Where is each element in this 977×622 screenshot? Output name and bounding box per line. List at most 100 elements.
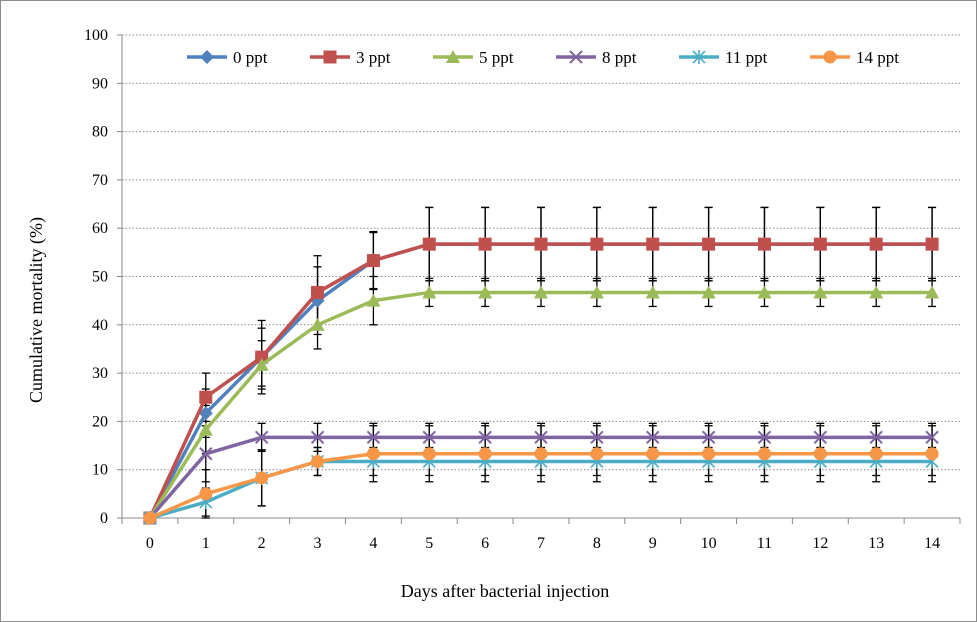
data-point-14-ppt bbox=[925, 447, 939, 461]
data-point-5-ppt bbox=[422, 285, 437, 299]
data-point-8-ppt bbox=[422, 430, 436, 445]
y-tick-label-50: 50 bbox=[92, 269, 108, 286]
data-point-8-ppt bbox=[813, 430, 828, 445]
legend-marker bbox=[200, 50, 214, 64]
data-point-14-ppt bbox=[311, 454, 325, 468]
y-axis-title: Cumulative mortality (%) bbox=[26, 217, 47, 403]
y-tick-label-70: 70 bbox=[92, 172, 108, 189]
error-bars-5-ppt bbox=[201, 275, 937, 455]
data-point-5-ppt bbox=[701, 285, 716, 299]
legend-label-0-ppt: 0 ppt bbox=[233, 48, 268, 67]
x-tick-label-14: 14 bbox=[924, 535, 940, 552]
series-14-ppt bbox=[143, 447, 939, 525]
data-point-5-ppt bbox=[757, 285, 772, 299]
error-bars-11-ppt bbox=[201, 446, 937, 517]
y-tick-labels: 0 10 20 30 40 50 60 70 80 90 100 bbox=[84, 27, 108, 527]
legend-entry-11-ppt: 11 ppt bbox=[679, 48, 768, 67]
y-tick-label-20: 20 bbox=[92, 413, 108, 430]
legend-label-14-ppt: 14 ppt bbox=[856, 48, 899, 67]
data-point-5-ppt bbox=[645, 285, 660, 299]
data-point-8-ppt bbox=[646, 430, 660, 445]
data-point-3-ppt bbox=[813, 237, 827, 251]
x-axis-title: Days after bacterial injection bbox=[401, 581, 609, 601]
series-11-ppt bbox=[143, 454, 939, 525]
data-point-5-ppt bbox=[869, 285, 884, 299]
y-tick-label-40: 40 bbox=[92, 317, 108, 334]
x-tick-label-7: 7 bbox=[537, 535, 545, 552]
y-tick-label-90: 90 bbox=[92, 75, 108, 92]
legend-entry-5-ppt: 5 ppt bbox=[433, 48, 514, 67]
data-point-8-ppt bbox=[590, 430, 604, 445]
legend-label-5-ppt: 5 ppt bbox=[479, 48, 514, 67]
data-point-8-ppt bbox=[199, 447, 213, 461]
y-tick-label-100: 100 bbox=[84, 27, 108, 44]
data-point-5-ppt bbox=[310, 317, 325, 331]
data-point-14-ppt bbox=[646, 447, 660, 461]
legend-label-11-ppt: 11 ppt bbox=[725, 48, 768, 67]
legend-marker bbox=[692, 50, 706, 64]
data-point-14-ppt bbox=[534, 447, 548, 461]
legend-marker bbox=[323, 50, 337, 64]
data-point-14-ppt bbox=[143, 511, 157, 525]
legend-marker bbox=[823, 50, 837, 64]
data-point-5-ppt bbox=[366, 293, 381, 307]
data-point-3-ppt bbox=[702, 237, 716, 251]
x-tick-label-1: 1 bbox=[202, 535, 210, 552]
data-point-14-ppt bbox=[366, 447, 380, 461]
data-point-8-ppt bbox=[925, 430, 939, 445]
data-point-14-ppt bbox=[813, 447, 827, 461]
x-tick-label-2: 2 bbox=[258, 535, 266, 552]
y-tick-label-80: 80 bbox=[92, 124, 108, 141]
y-tick-label-0: 0 bbox=[100, 510, 108, 527]
data-point-5-ppt bbox=[198, 422, 213, 436]
legend-label-8-ppt: 8 ppt bbox=[602, 48, 637, 67]
data-point-3-ppt bbox=[422, 237, 436, 251]
data-point-3-ppt bbox=[590, 237, 604, 251]
data-point-5-ppt bbox=[925, 285, 940, 299]
data-point-3-ppt bbox=[869, 237, 883, 251]
axes bbox=[117, 34, 961, 524]
series-lines bbox=[142, 206, 940, 525]
y-tick-label-10: 10 bbox=[92, 462, 108, 479]
x-tick-label-3: 3 bbox=[314, 535, 322, 552]
data-point-3-ppt bbox=[366, 254, 380, 268]
legend-entry-0-ppt: 0 ppt bbox=[187, 48, 268, 67]
data-point-8-ppt bbox=[534, 430, 548, 445]
x-tick-label-11: 11 bbox=[757, 535, 772, 552]
data-point-14-ppt bbox=[478, 447, 492, 461]
data-point-14-ppt bbox=[255, 471, 269, 485]
data-point-3-ppt bbox=[311, 285, 325, 299]
data-point-14-ppt bbox=[199, 487, 213, 501]
data-point-0-ppt bbox=[198, 406, 213, 421]
data-point-8-ppt bbox=[310, 430, 325, 445]
data-point-3-ppt bbox=[534, 237, 548, 251]
x-tick-label-0: 0 bbox=[146, 535, 154, 552]
x-tick-label-5: 5 bbox=[425, 535, 433, 552]
data-point-3-ppt bbox=[925, 237, 939, 251]
data-point-3-ppt bbox=[757, 237, 771, 251]
legend-entry-3-ppt: 3 ppt bbox=[310, 48, 391, 67]
data-point-5-ppt bbox=[254, 357, 269, 371]
data-point-3-ppt bbox=[646, 237, 660, 251]
legend-marker bbox=[569, 50, 583, 64]
data-point-3-ppt bbox=[478, 237, 492, 251]
data-point-14-ppt bbox=[757, 447, 771, 461]
error-bars-14-ppt bbox=[201, 425, 937, 519]
data-point-8-ppt bbox=[701, 430, 716, 445]
legend-entry-14-ppt: 14 ppt bbox=[810, 48, 899, 67]
data-point-5-ppt bbox=[813, 285, 828, 299]
x-tick-labels: 0 1 2 3 4 5 6 7 8 9 10 11 12 13 14 bbox=[146, 535, 940, 552]
data-point-14-ppt bbox=[590, 447, 604, 461]
data-point-3-ppt bbox=[199, 390, 213, 404]
legend: 0 ppt 3 ppt 5 ppt 8 ppt 11 ppt 14 ppt bbox=[187, 48, 899, 67]
data-point-8-ppt bbox=[757, 430, 772, 445]
data-point-8-ppt bbox=[366, 430, 381, 445]
data-point-8-ppt bbox=[478, 430, 492, 445]
legend-marker bbox=[446, 50, 460, 63]
x-tick-label-8: 8 bbox=[593, 535, 601, 552]
y-tick-label-60: 60 bbox=[92, 220, 108, 237]
x-tick-label-13: 13 bbox=[868, 535, 884, 552]
data-point-14-ppt bbox=[702, 447, 716, 461]
data-point-5-ppt bbox=[478, 285, 493, 299]
series-5-ppt bbox=[142, 285, 940, 524]
